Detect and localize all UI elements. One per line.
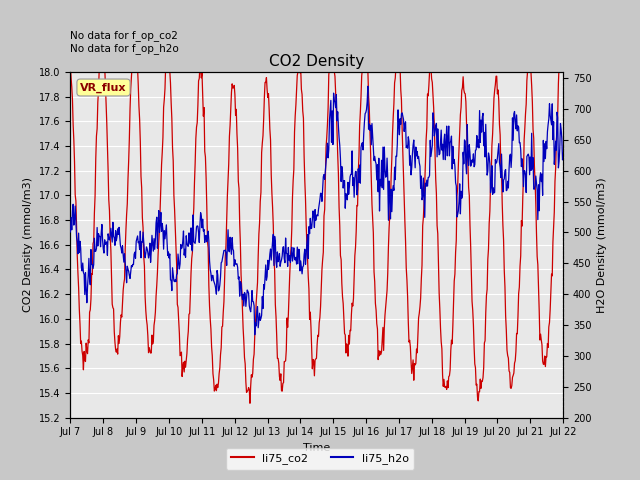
Y-axis label: CO2 Density (mmol/m3): CO2 Density (mmol/m3) <box>24 177 33 312</box>
Text: No data for f_op_co2
No data for f_op_h2o: No data for f_op_co2 No data for f_op_h2… <box>70 31 179 54</box>
Text: VR_flux: VR_flux <box>80 83 127 93</box>
Legend: li75_co2, li75_h2o: li75_co2, li75_h2o <box>226 448 414 469</box>
Title: CO2 Density: CO2 Density <box>269 54 364 70</box>
Y-axis label: H2O Density (mmol/m3): H2O Density (mmol/m3) <box>597 177 607 312</box>
X-axis label: Time: Time <box>303 443 330 453</box>
